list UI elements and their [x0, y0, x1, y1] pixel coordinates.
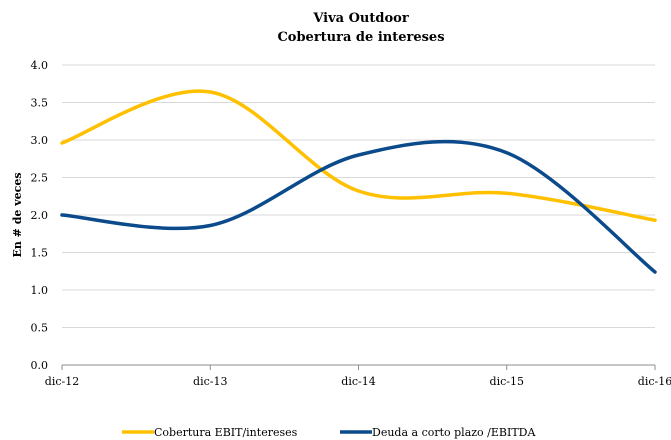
x-axis — [61, 364, 656, 370]
y-axis-label: En # de veces — [11, 172, 24, 257]
y-tick-label: 1.5 — [31, 247, 49, 260]
x-tick-label: dic-13 — [193, 375, 227, 388]
chart-title: Viva Outdoor — [312, 11, 409, 26]
y-tick-label: 1.0 — [31, 284, 49, 297]
legend: Cobertura EBIT/intereses Deuda a corto pl… — [122, 426, 536, 439]
x-tick-label: dic-16 — [638, 375, 671, 388]
x-tick-label: dic-12 — [45, 375, 79, 388]
y-tick-labels: 0.0 0.5 1.0 1.5 2.0 2.5 3.0 3.5 4.0 — [31, 59, 49, 372]
y-tick-label: 3.0 — [31, 134, 49, 147]
chart-subtitle: Cobertura de intereses — [277, 30, 444, 45]
y-tick-label: 4.0 — [31, 59, 49, 72]
legend-label: Cobertura EBIT/intereses — [154, 426, 298, 439]
series-lines — [60, 89, 657, 274]
gridlines — [62, 64, 655, 328]
legend-label: Deuda a corto plazo /EBITDA — [372, 426, 536, 439]
y-tick-label: 0.0 — [31, 359, 49, 372]
x-tick-label: dic-14 — [341, 375, 375, 388]
series-line-2 — [60, 139, 657, 274]
y-tick-label: 0.5 — [31, 322, 49, 335]
y-tick-label: 3.5 — [31, 97, 49, 110]
series-line-1 — [60, 89, 657, 222]
x-tick-label: dic-15 — [490, 375, 524, 388]
y-tick-label: 2.5 — [31, 172, 49, 185]
y-tick-label: 2.0 — [31, 209, 49, 222]
x-tick-labels: dic-12 dic-13 dic-14 dic-15 dic-16 — [45, 375, 671, 388]
